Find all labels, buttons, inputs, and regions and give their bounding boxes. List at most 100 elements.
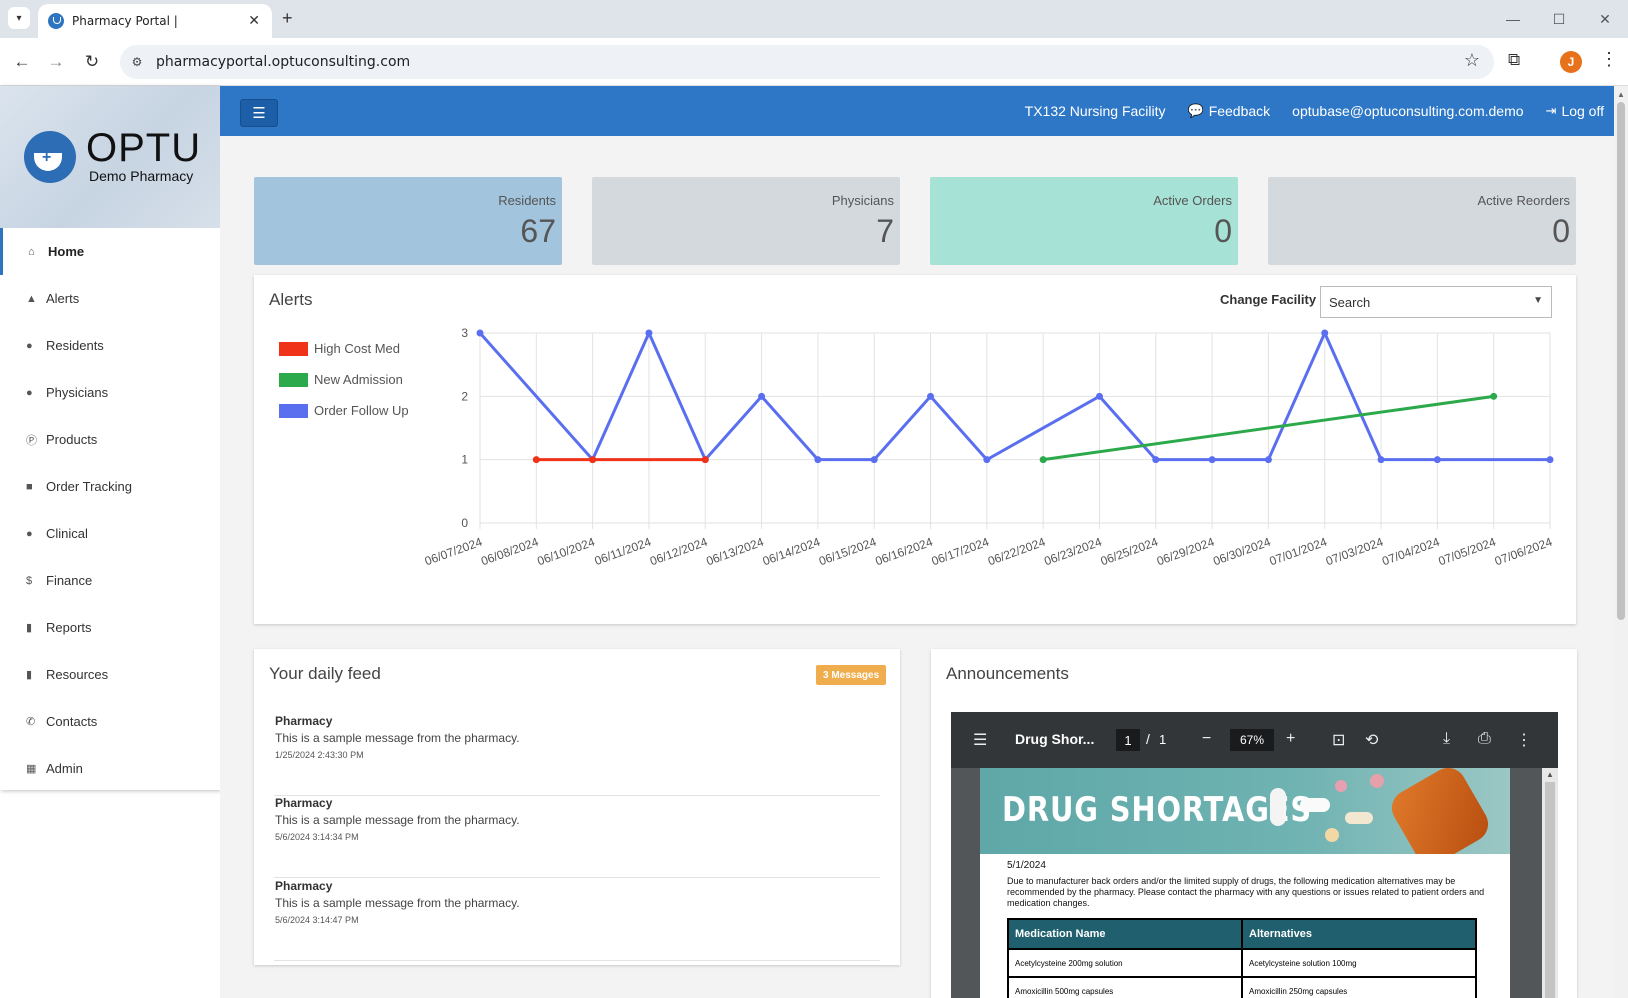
- profile-avatar[interactable]: J: [1560, 51, 1582, 73]
- browser-menu-icon[interactable]: ⋮: [1600, 49, 1618, 69]
- browser-tab-bar: ▾ Pharmacy Portal | ✕ + — ☐ ✕: [0, 0, 1628, 38]
- x-tick-label: 06/15/2024: [817, 535, 879, 569]
- url-text[interactable]: pharmacyportal.optuconsulting.com: [156, 54, 411, 70]
- logoff-link[interactable]: ⇥ Log off: [1546, 103, 1604, 119]
- sidebar-item-finance[interactable]: $ Finance: [0, 557, 220, 604]
- sidebar-item-physicians[interactable]: ● Physicians: [0, 369, 220, 416]
- facility-name[interactable]: TX132 Nursing Facility: [1024, 103, 1166, 119]
- brand-subtitle: Demo Pharmacy: [89, 168, 194, 184]
- rotate-icon[interactable]: ⟲: [1365, 732, 1379, 749]
- data-point-order-follow-up: [1208, 456, 1216, 464]
- legend-item-high-cost-med[interactable]: High Cost Med: [279, 333, 409, 364]
- table-header: Alternatives: [1241, 918, 1477, 950]
- back-icon[interactable]: ←: [13, 52, 31, 71]
- sidebar-item-home[interactable]: ⌂ Home: [0, 228, 220, 275]
- data-point-high-cost-med: [532, 456, 540, 464]
- sidebar-item-clinical[interactable]: ● Clinical: [0, 510, 220, 557]
- stat-value: 7: [876, 213, 894, 249]
- x-tick-label: 07/06/2024: [1493, 535, 1555, 569]
- shortage-table: Medication Name Alternatives Acetylcyste…: [1007, 918, 1477, 998]
- sidebar-item-resources[interactable]: ▮ Resources: [0, 651, 220, 698]
- sidebar-item-products[interactable]: Ⓟ Products: [0, 416, 220, 463]
- stat-label: Active Reorders: [1477, 193, 1570, 208]
- legend-item-order-follow-up[interactable]: Order Follow Up: [279, 395, 409, 426]
- feed-message: This is a sample message from the pharma…: [275, 813, 520, 827]
- data-point-order-follow-up: [476, 329, 484, 337]
- address-bar[interactable]: ⚙ pharmacyportal.optuconsulting.com ☆: [120, 45, 1494, 79]
- y-tick-label: 3: [461, 326, 468, 340]
- scroll-up-icon[interactable]: ▲: [1546, 770, 1554, 779]
- data-point-high-cost-med: [701, 456, 709, 464]
- sidebar: OPTU Demo Pharmacy ⌂ Home ▲ Alerts ● Reside…: [0, 86, 220, 790]
- logout-icon: ⇥: [1545, 103, 1557, 118]
- brand-logo[interactable]: OPTU Demo Pharmacy: [0, 86, 220, 228]
- new-tab-button[interactable]: +: [282, 8, 293, 28]
- phone-icon: ✆: [26, 716, 36, 728]
- scroll-up-icon[interactable]: ▲: [1617, 90, 1625, 99]
- extensions-icon[interactable]: ⧉: [1508, 50, 1521, 69]
- data-point-new-admission: [1490, 392, 1498, 400]
- browser-tab[interactable]: Pharmacy Portal | ✕: [38, 4, 272, 38]
- stat-tile-residents[interactable]: Residents 67: [254, 177, 562, 265]
- sidebar-item-reports[interactable]: ▮ Reports: [0, 604, 220, 651]
- scrollbar-thumb[interactable]: [1617, 102, 1625, 620]
- tab-search-menu-button[interactable]: ▾: [8, 7, 30, 29]
- zoom-out-icon[interactable]: −: [1202, 730, 1212, 747]
- stat-tile-active-orders[interactable]: Active Orders 0: [930, 177, 1238, 265]
- minimize-icon[interactable]: —: [1506, 11, 1520, 27]
- table-row: Acetylcysteine 200mg solution Acetylcyst…: [1007, 948, 1477, 978]
- sidebar-item-residents[interactable]: ● Residents: [0, 322, 220, 369]
- bell-icon: ▲: [26, 292, 37, 305]
- pill-image: [1370, 774, 1384, 788]
- tab-close-icon[interactable]: ✕: [248, 12, 260, 28]
- stat-tile-active-reorders[interactable]: Active Reorders 0: [1268, 177, 1576, 265]
- sidebar-item-order-tracking[interactable]: ■ Order Tracking: [0, 463, 220, 510]
- legend-swatch: [279, 403, 308, 418]
- feed-item[interactable]: Pharmacy This is a sample message from t…: [274, 796, 880, 878]
- fit-page-icon[interactable]: ⊡: [1332, 732, 1346, 749]
- user-email-link[interactable]: optubase@optuconsulting.com.demo: [1292, 103, 1524, 119]
- menu-toggle-button[interactable]: ☰: [240, 99, 278, 127]
- feed-message: This is a sample message from the pharma…: [275, 731, 520, 745]
- pdf-scrollbar-thumb[interactable]: [1545, 782, 1555, 998]
- sidebar-item-label: Resources: [46, 667, 109, 682]
- x-tick-label: 06/30/2024: [1211, 535, 1273, 569]
- feed-item[interactable]: Pharmacy This is a sample message from t…: [274, 879, 880, 961]
- feedback-link[interactable]: 💬 Feedback: [1188, 103, 1271, 119]
- messages-badge[interactable]: 3 Messages: [816, 665, 887, 685]
- legend-item-new-admission[interactable]: New Admission: [279, 364, 409, 395]
- print-icon[interactable]: ⎙: [1478, 730, 1491, 747]
- maximize-icon[interactable]: ☐: [1552, 10, 1566, 27]
- bookmark-star-icon[interactable]: ☆: [1463, 50, 1480, 70]
- pdf-page-input[interactable]: 1: [1116, 729, 1140, 751]
- site-settings-icon[interactable]: ⚙: [131, 55, 143, 69]
- download-icon[interactable]: ⤓: [1443, 730, 1451, 747]
- data-point-order-follow-up: [1546, 456, 1554, 464]
- sidebar-item-contacts[interactable]: ✆ Contacts: [0, 698, 220, 745]
- daily-feed-card: Your daily feed: [254, 649, 900, 965]
- building-icon: ▦: [26, 763, 37, 775]
- pdf-zoom-input[interactable]: 67%: [1230, 729, 1274, 751]
- page-scrollbar[interactable]: ▲: [1614, 86, 1628, 998]
- sidebar-item-label: Alerts: [46, 291, 80, 306]
- product-icon: Ⓟ: [26, 434, 37, 447]
- pdf-viewer[interactable]: ☰ Drug Shor... 1 / 1 − 67% + ⊡ ⟲ ⤓ ⎙ ⋮ D…: [951, 712, 1558, 998]
- sidebar-item-admin[interactable]: ▦ Admin: [0, 745, 220, 792]
- zoom-in-icon[interactable]: +: [1286, 730, 1296, 747]
- feed-item[interactable]: Pharmacy This is a sample message from t…: [274, 714, 880, 796]
- x-tick-label: 06/12/2024: [648, 535, 710, 569]
- pdf-menu-icon[interactable]: ☰: [973, 732, 988, 749]
- pdf-scrollbar[interactable]: ▲: [1542, 768, 1558, 998]
- pdf-more-icon[interactable]: ⋮: [1516, 732, 1532, 749]
- y-tick-label: 2: [461, 389, 468, 403]
- x-tick-label: 06/29/2024: [1155, 535, 1217, 569]
- stat-tile-physicians[interactable]: Physicians 7: [592, 177, 900, 265]
- legend-swatch: [279, 372, 308, 387]
- data-point-order-follow-up: [1152, 456, 1160, 464]
- forward-icon[interactable]: →: [47, 52, 65, 71]
- reload-icon[interactable]: ↻: [84, 52, 100, 71]
- sidebar-item-alerts[interactable]: ▲ Alerts: [0, 275, 220, 322]
- facility-select[interactable]: Search ▼: [1320, 286, 1552, 318]
- close-window-icon[interactable]: ✕: [1599, 10, 1611, 27]
- pill-image: [1325, 828, 1339, 842]
